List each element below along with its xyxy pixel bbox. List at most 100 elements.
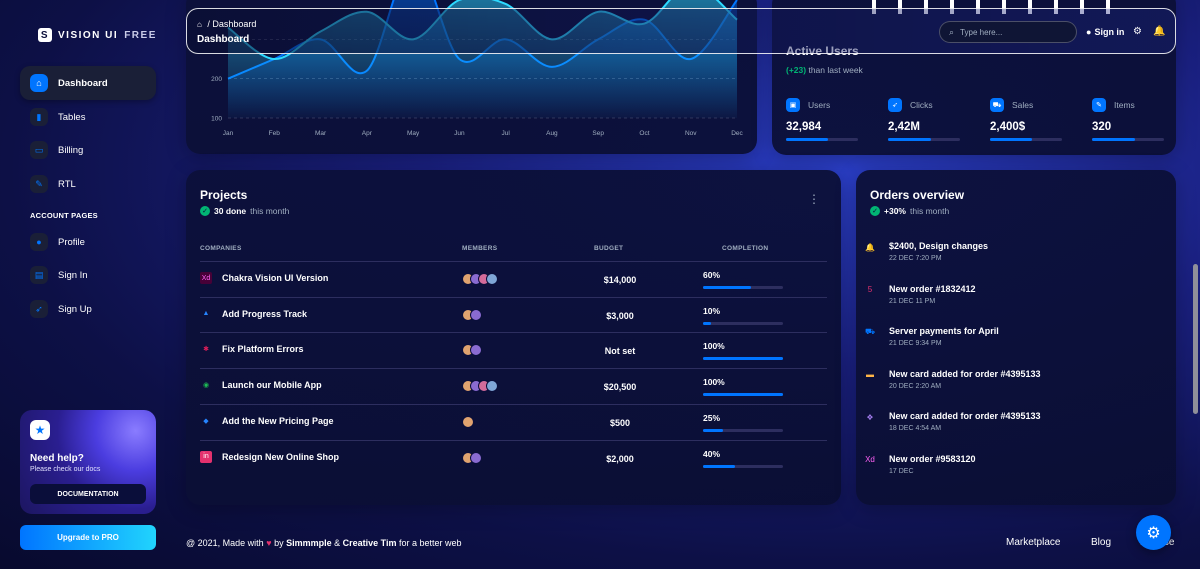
sidebar-item-sign-up[interactable]: ➶ Sign Up (20, 292, 156, 326)
completion-percent: 25% (703, 412, 721, 423)
table-row[interactable]: in Redesign New Online Shop $2,000 40% (200, 439, 827, 476)
stat-bar-fill (1092, 138, 1136, 141)
credit-card-icon: ▬ (866, 370, 874, 379)
sign-in-link[interactable]: ● Sign in (1086, 27, 1124, 37)
avatar[interactable] (470, 451, 482, 464)
page-scrollbar[interactable] (1193, 264, 1198, 414)
wrench-icon: ✎ (1092, 98, 1106, 112)
completion-bar (703, 357, 783, 361)
table-row[interactable]: Xd Chakra Vision UI Version $14,000 60% (200, 261, 827, 297)
event-title: $2400, Design changes (889, 241, 989, 251)
avatar[interactable] (470, 308, 482, 321)
stat-label: Clicks (910, 100, 933, 110)
budget-value: $3,000 (606, 310, 634, 321)
x-tick-label: Apr (362, 130, 373, 137)
event-date: 18 DEC 4:54 AM (889, 425, 942, 432)
projects-card: Projects ✓ 30 done this month ⋮ COMPANIE… (186, 170, 841, 505)
company-name: Fix Platform Errors (222, 344, 304, 355)
help-title: Need help? (30, 453, 84, 464)
avatar[interactable] (486, 380, 498, 393)
more-options-icon[interactable]: ⋮ (808, 192, 820, 206)
bell-icon[interactable]: 🔔 (1153, 26, 1166, 37)
event-date: 21 DEC 11 PM (889, 297, 936, 305)
budget-value: $14,000 (603, 275, 637, 285)
brand-logo[interactable]: S VISION UI FREE (38, 28, 157, 42)
budget-value: $2,000 (606, 453, 634, 464)
table-row[interactable]: ✱ Fix Platform Errors Not set 100% (200, 332, 827, 368)
company-name: Add the New Pricing Page (222, 415, 334, 426)
user-icon: ● (1086, 27, 1092, 37)
completion-bar-fill (703, 393, 783, 397)
event-date: 20 DEC 2:20 AM (889, 382, 942, 390)
completion-bar (703, 321, 783, 325)
breadcrumb-current[interactable]: Dashboard (212, 19, 257, 29)
bar-mark (1080, 0, 1084, 14)
stat-bar (888, 138, 960, 141)
avatar[interactable] (470, 344, 482, 357)
settings-fab-button[interactable]: ⚙ (1136, 515, 1171, 550)
sidebar-item-rtl[interactable]: ✎ RTL (20, 167, 156, 201)
footer-by: by (274, 538, 284, 548)
stat-label: Users (808, 100, 831, 110)
home-icon[interactable]: ⌂ (197, 20, 202, 29)
wallet-icon: ▣ (786, 98, 800, 112)
orders-subtitle: ✓ +30% this month (870, 206, 949, 216)
sidebar-item-tables[interactable]: ▮ Tables (20, 100, 156, 134)
sidebar-item-dashboard[interactable]: ⌂ Dashboard (20, 66, 156, 100)
table-row[interactable]: ▲ Add Progress Track $3,000 10% (200, 296, 827, 333)
sidebar-item-sign-in[interactable]: ▤ Sign In (20, 258, 156, 292)
completion-percent: 40% (703, 448, 721, 459)
footer-link-blog[interactable]: Blog (1091, 537, 1112, 548)
x-tick-label: Jul (501, 130, 510, 137)
footer-link-marketplace[interactable]: Marketplace (1006, 537, 1061, 548)
search-icon: ⌕ (949, 26, 955, 37)
completion-bar (703, 286, 783, 289)
projects-subtitle: ✓ 30 done this month (200, 206, 289, 216)
avatar[interactable] (462, 415, 474, 428)
column-header-companies: COMPANIES (200, 245, 242, 252)
documentation-button[interactable]: DOCUMENTATION (30, 484, 146, 504)
person-icon: ● (30, 233, 48, 251)
stat-label: Sales (1012, 100, 1034, 110)
sidebar-item-billing[interactable]: ▭ Billing (20, 133, 156, 167)
orders-change-suffix: this month (909, 206, 950, 216)
help-card: ★ Need help? Please check our docs DOCUM… (20, 410, 156, 514)
completion-bar-fill (703, 321, 711, 325)
event-title: New card added for order #4395133 (889, 411, 1041, 421)
search-box[interactable]: ⌕ (939, 21, 1077, 43)
y-tick-label: 200 (211, 76, 222, 83)
table-row[interactable]: ◆ Add the New Pricing Page $500 25% (200, 403, 827, 440)
upgrade-button[interactable]: Upgrade to PRO (20, 525, 156, 550)
search-input[interactable] (960, 27, 1061, 37)
sidebar-item-label: Dashboard (58, 77, 108, 89)
members-group (462, 308, 482, 321)
sidebar-item-label: Billing (58, 144, 84, 156)
bar-mark (1054, 0, 1058, 14)
company-logo-icon: Xd (200, 272, 212, 284)
page-title: Dashboard (197, 34, 250, 45)
wrench-icon: ✎ (30, 175, 48, 193)
members-group (462, 451, 482, 464)
stat-label: Items (1114, 100, 1135, 110)
stat-bar (786, 138, 858, 141)
x-tick-label: Nov (685, 130, 697, 137)
event-date: 17 DEC (889, 467, 914, 475)
footer-author-creative-tim[interactable]: Creative Tim (342, 538, 397, 548)
orders-overview-card: Orders overview ✓ +30% this month 🔔 $240… (856, 170, 1176, 505)
completion-bar (703, 464, 783, 468)
credit-card-icon: ▭ (30, 141, 48, 159)
x-tick-label: Mar (315, 130, 327, 137)
sidebar-item-profile[interactable]: ● Profile (20, 225, 156, 259)
stat-value: 320 (1092, 121, 1112, 133)
gear-icon[interactable]: ⚙ (1133, 26, 1142, 37)
completion-percent: 100% (703, 341, 725, 352)
footer-author-simmmple[interactable]: Simmmple (286, 538, 332, 548)
x-tick-label: Dec (731, 130, 743, 137)
orders-change: +30% (884, 206, 906, 216)
projects-done-suffix: this month (250, 206, 290, 216)
avatar[interactable] (486, 273, 498, 285)
breadcrumb-separator: / (207, 19, 210, 29)
table-row[interactable]: ◉ Launch our Mobile App $20,500 100% (200, 368, 827, 404)
column-header-members: MEMBERS (462, 245, 498, 252)
document-icon: ▤ (30, 266, 48, 284)
